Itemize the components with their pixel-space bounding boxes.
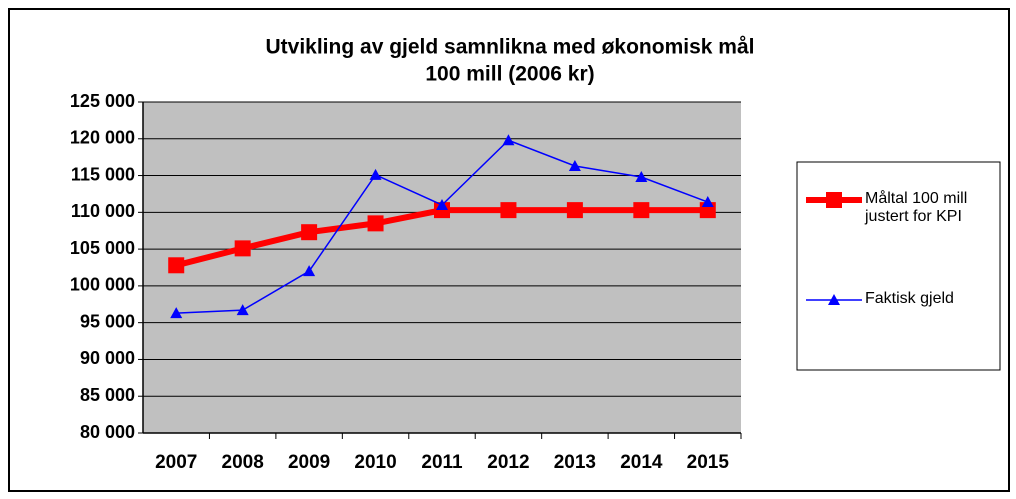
- point: [301, 224, 318, 241]
- y-tick-label: 105 000: [70, 238, 135, 258]
- y-tick-label: 115 000: [71, 164, 135, 184]
- y-tick-label: 90 000: [80, 348, 135, 368]
- point: [303, 265, 316, 277]
- point: [434, 202, 450, 219]
- point: [701, 196, 714, 208]
- point: [633, 202, 650, 219]
- x-tick-label: 2008: [222, 452, 264, 473]
- point: [367, 215, 384, 232]
- y-tick-label: 100 000: [70, 275, 135, 295]
- x-tick-label: 2009: [288, 452, 330, 473]
- point: [826, 192, 842, 208]
- point: [566, 202, 583, 219]
- point: [369, 168, 382, 180]
- point: [234, 240, 251, 257]
- legend-label: Faktisk gjeld: [865, 290, 954, 307]
- x-tick-label: 2015: [687, 452, 730, 473]
- point: [168, 257, 185, 274]
- y-tick-label: 80 000: [80, 422, 135, 442]
- point: [502, 134, 515, 146]
- point: [635, 171, 648, 183]
- plot-area: [143, 102, 741, 433]
- point: [436, 198, 448, 210]
- point: [500, 202, 517, 219]
- y-tick-label: 85 000: [80, 385, 135, 405]
- y-tick-label: 95 000: [80, 311, 135, 331]
- point: [236, 304, 249, 316]
- point: [170, 307, 183, 319]
- legend-label: Måltal 100 mill justert for KPI: [865, 190, 968, 225]
- chart-title: 100 mill (2006 kr): [425, 63, 594, 86]
- point: [568, 159, 581, 171]
- x-tick-label: 2007: [155, 452, 197, 473]
- x-tick-label: 2010: [354, 452, 396, 473]
- x-tick-label: 2012: [487, 452, 529, 473]
- x-tick-label: 2011: [421, 452, 463, 473]
- point: [828, 294, 840, 305]
- y-tick-label: 110 000: [71, 201, 135, 221]
- x-tick-label: 2014: [620, 452, 663, 473]
- y-tick-label: 125 000: [70, 91, 135, 111]
- chart-title: Utvikling av gjeld samnlikna med økonomi…: [266, 36, 755, 59]
- y-tick-label: 120 000: [70, 128, 135, 148]
- x-tick-label: 2013: [554, 452, 596, 473]
